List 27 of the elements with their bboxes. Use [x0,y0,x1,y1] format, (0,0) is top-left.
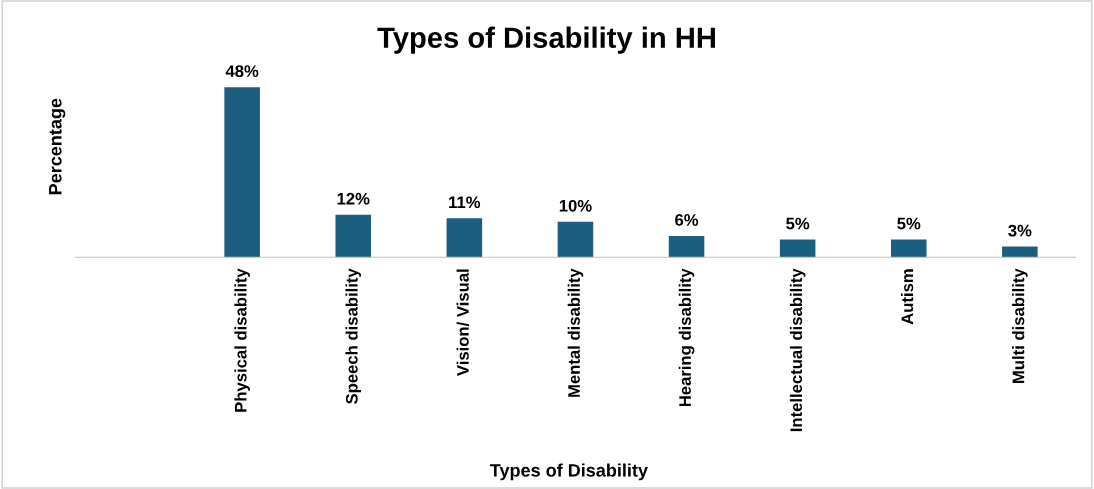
data-label: 5% [897,217,921,230]
data-label: 3% [1008,224,1032,237]
bar [779,239,816,258]
bar [668,235,705,258]
data-label: 6% [675,214,699,226]
data-label: 48% [225,65,259,78]
chart-title: Types of Disability in HH [377,26,715,54]
bar [890,239,927,258]
bar [557,221,594,258]
x-tick-label: Hearing disability [678,268,695,407]
x-axis-title: Types of Disability [489,463,648,481]
x-tick-label: Physical disability [234,268,250,412]
x-tick-label: Speech disability [345,268,362,404]
data-label: 11% [449,196,481,209]
x-tick-label: Autism [900,269,914,325]
x-tick-label: Intellectual disability [789,268,806,432]
x-tick-label: Vision/ Visual [456,269,469,376]
bar [224,87,260,258]
bar [446,218,483,258]
data-label: 12% [337,192,370,205]
bar [335,214,372,258]
x-tick-label: Multi disability [1012,268,1028,383]
data-label: 5% [786,217,810,230]
data-label: 10% [559,199,592,212]
y-axis-title: Percentage [49,98,66,195]
bar [1002,246,1038,258]
x-tick-label: Mental disability [567,268,584,397]
